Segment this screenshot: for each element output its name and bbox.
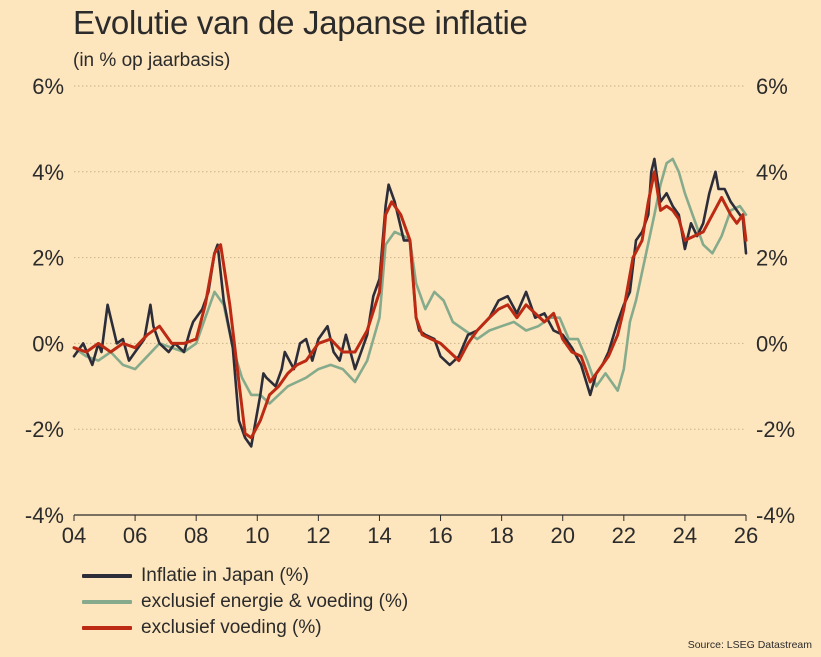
legend-label-inflation: Inflatie in Japan (%)	[141, 565, 309, 586]
series-line-core	[72, 170, 748, 440]
y-tick-label-left: -4%	[25, 503, 64, 528]
x-tick-label: 06	[123, 523, 147, 548]
y-tick-label-right: -2%	[756, 417, 795, 442]
x-tick-label: 16	[428, 523, 452, 548]
x-tick-label: 14	[367, 523, 391, 548]
series-lines	[72, 157, 748, 448]
y-tick-label-left: 4%	[32, 160, 64, 185]
legend-swatch-core-core	[82, 600, 132, 604]
legend-swatch-core	[82, 626, 132, 630]
y-tick-label-left: 6%	[32, 74, 64, 99]
series-line-core-core	[72, 157, 748, 405]
legend-label-core: exclusief voeding (%)	[141, 617, 322, 638]
line-chart: -4% -2% 0% 2% 4% 6% -4% -2% 0% 2% 4% 6% 04 06 08 10 12…	[25, 74, 795, 548]
x-axis: 04 06 08 10 12 14 16 18 20 22 24 26	[62, 514, 758, 548]
x-tick-label: 20	[550, 523, 574, 548]
legend-item-core-core: exclusief energie & voeding (%)	[82, 589, 408, 615]
x-tick-label: 10	[245, 523, 269, 548]
legend-swatch-inflation	[82, 574, 132, 578]
y-axis-right: -4% -2% 0% 2% 4% 6%	[756, 74, 795, 528]
y-tick-label-left: 2%	[32, 246, 64, 271]
series-line-inflation	[72, 157, 748, 448]
y-tick-label-right: 6%	[756, 74, 788, 99]
x-tick-label: 26	[734, 523, 758, 548]
x-tick-label: 18	[489, 523, 513, 548]
y-tick-label-right: 4%	[756, 160, 788, 185]
y-tick-label-left: 0%	[32, 331, 64, 356]
x-tick-label: 24	[673, 523, 697, 548]
legend-item-core: exclusief voeding (%)	[82, 615, 408, 641]
chart-title: Evolutie van de Japanse inflatie	[73, 4, 528, 41]
y-tick-label-right: -4%	[756, 503, 795, 528]
chart-subtitle: (in % op jaarbasis)	[73, 50, 231, 71]
y-tick-label-right: 0%	[756, 331, 788, 356]
y-tick-label-right: 2%	[756, 246, 788, 271]
legend-item-inflation: Inflatie in Japan (%)	[82, 563, 408, 589]
legend-label-core-core: exclusief energie & voeding (%)	[141, 591, 409, 612]
legend: Inflatie in Japan (%) exclusief energie …	[82, 563, 408, 641]
y-axis-left: -4% -2% 0% 2% 4% 6%	[25, 74, 64, 528]
x-tick-label: 12	[306, 523, 330, 548]
source-note: Source: LSEG Datastream	[687, 639, 812, 651]
x-tick-label: 08	[184, 523, 208, 548]
x-tick-label: 04	[62, 523, 86, 548]
x-tick-label: 22	[612, 523, 636, 548]
y-tick-label-left: -2%	[25, 417, 64, 442]
